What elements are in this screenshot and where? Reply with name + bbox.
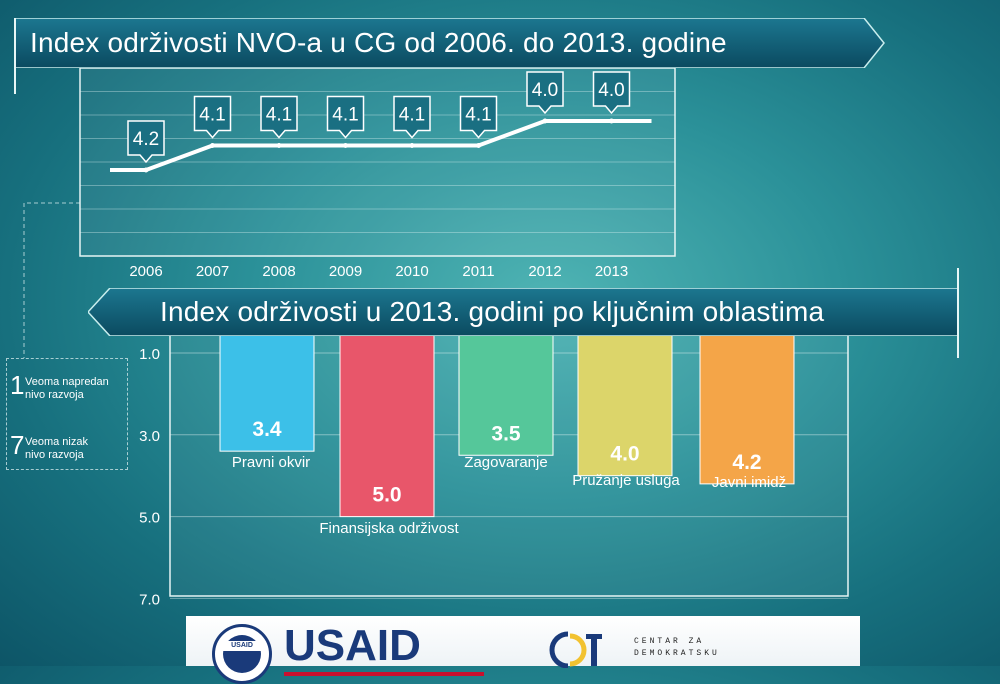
footer-logos: USAID USAID CENTAR ZA DEMOKRATSKU xyxy=(186,616,860,684)
line-chart: 4.24.1 4.1 4.1 4.1 4.14.0 4.0 2006 2007 2008 200… xyxy=(79,67,676,280)
legend-best-number: 1 xyxy=(10,370,25,400)
bar-chart-value-label: 3.4 xyxy=(252,418,282,441)
bar-chart-bar xyxy=(699,334,795,485)
bar-chart-category-label: Finansijska održivost xyxy=(319,520,459,537)
line-chart-x-tick: 2006 xyxy=(129,263,162,280)
line-chart-labels: 4.2 4.1 4.1 4.1 4.1 4.1 4.0 4.0 xyxy=(127,71,631,164)
line-chart-label-box xyxy=(592,71,631,115)
legend-worst-line1: Veoma nizak xyxy=(25,436,88,448)
line-chart-x-tick: 2009 xyxy=(329,263,362,280)
chart1-title: Index održivosti NVO-a u CG od 2006. do … xyxy=(30,27,727,58)
line-chart-point xyxy=(409,143,415,148)
line-chart-point xyxy=(343,143,348,148)
usaid-seal-logo: USAID xyxy=(212,624,272,684)
bar-chart-value-label: 5.0 xyxy=(372,484,401,507)
line-chart-label-box xyxy=(260,95,298,139)
line-chart-label-box xyxy=(459,95,498,139)
line-chart-point xyxy=(210,143,215,148)
legend-worst-line2: nivo razvoja xyxy=(25,449,84,461)
bar-chart-bar xyxy=(339,334,435,518)
line-chart-label-box xyxy=(526,71,564,115)
line-chart-point xyxy=(476,143,481,148)
line-chart-value-label: 4.1 xyxy=(266,105,292,126)
bar-chart-y-tick: 5.0 xyxy=(139,510,160,527)
bar-chart-y-tick: 3.0 xyxy=(139,428,160,445)
bar-chart: 3.4 Pravni okvir 5.0 Finansijska održivost 3… xyxy=(139,299,849,608)
line-chart-x-tick: 2012 xyxy=(528,263,561,280)
legend-best-line2: nivo razvoja xyxy=(25,389,84,401)
line-chart-x-tick: 2013 xyxy=(595,263,628,280)
bar-chart-y-tick: 7.0 xyxy=(139,591,160,608)
bar-chart-value-label: 4.2 xyxy=(732,451,761,474)
cdt-line1: CENTAR ZA xyxy=(634,637,705,646)
bar-chart-category-label: Pravni okvir xyxy=(232,454,310,471)
line-chart-label-box xyxy=(127,120,165,164)
chart2-title: Index održivosti u 2013. godini po ključ… xyxy=(160,296,825,327)
bar-chart-category-label: Pružanje usluga xyxy=(572,472,680,489)
bar-chart-bars xyxy=(219,334,795,518)
legend-worst-text: Veoma nizak nivo razvoja xyxy=(25,436,135,462)
usaid-wordmark: USAID xyxy=(284,621,421,670)
chart1-title-banner: Index održivosti NVO-a u CG od 2006. do … xyxy=(14,18,886,68)
line-chart-point xyxy=(276,143,282,148)
line-chart-value-label: 4.1 xyxy=(332,105,358,126)
chart2-title-banner: Index održivosti u 2013. godini po ključ… xyxy=(88,288,960,336)
line-chart-value-label: 4.0 xyxy=(532,80,558,101)
usaid-underline xyxy=(284,672,484,676)
bar-chart-bar xyxy=(577,334,673,477)
line-chart-series xyxy=(110,118,652,173)
line-chart-value-label: 4.0 xyxy=(598,80,624,101)
banner1-shape xyxy=(14,18,885,68)
banner2-right-edge xyxy=(957,268,959,358)
bar-chart-category-label: Javni imidž xyxy=(712,474,786,491)
line-chart-point xyxy=(542,118,548,124)
line-chart-value-label: 4.1 xyxy=(199,105,225,126)
bar-chart-value-label: 3.5 xyxy=(491,422,521,445)
line-chart-grid xyxy=(79,67,676,257)
line-chart-value-label: 4.2 xyxy=(133,129,159,150)
line-chart-point xyxy=(609,118,614,124)
legend-connector xyxy=(23,202,80,358)
line-chart-value-label: 4.1 xyxy=(399,105,425,126)
banner1-left-edge xyxy=(14,18,16,94)
bar-chart-y-ticks: 1.0 3.0 5.0 7.0 xyxy=(139,346,160,608)
legend-best-text: Veoma napredan nivo razvoja xyxy=(25,376,135,402)
line-chart-series-line xyxy=(110,119,652,172)
line-chart-label-box xyxy=(326,95,365,139)
bar-chart-bar xyxy=(219,334,315,452)
line-chart-frame xyxy=(79,67,676,257)
bar-chart-bar xyxy=(458,334,554,456)
line-chart-label-box xyxy=(393,95,431,139)
line-chart-label-box xyxy=(193,95,232,139)
line-chart-x-tick: 2008 xyxy=(262,263,295,280)
legend-worst-number: 7 xyxy=(10,430,25,460)
usaid-seal-text: USAID xyxy=(219,641,265,651)
legend-best-line1: Veoma napredan xyxy=(25,376,109,388)
cdt-logo xyxy=(549,631,602,668)
cdt-text: CENTAR ZA DEMOKRATSKU xyxy=(634,636,720,660)
cdt-line2: DEMOKRATSKU xyxy=(634,649,720,658)
bar-chart-labels: 3.4 Pravni okvir 5.0 Finansijska održivost 3… xyxy=(232,418,786,537)
line-chart-x-tick: 2007 xyxy=(196,263,229,280)
line-chart-x-tick: 2010 xyxy=(395,263,428,280)
line-chart-value-label: 4.1 xyxy=(465,105,491,126)
bar-chart-category-label: Zagovaranje xyxy=(464,454,547,471)
bar-chart-value-label: 4.0 xyxy=(610,443,639,466)
line-chart-x-tick: 2011 xyxy=(462,263,494,280)
banner2-shape xyxy=(88,288,959,336)
line-chart-x-ticks: 2006 2007 2008 2009 2010 2011 2012 2013 xyxy=(129,263,628,280)
scale-legend-box xyxy=(6,358,128,470)
line-chart-point xyxy=(143,167,149,173)
bar-chart-y-tick: 1.0 xyxy=(139,346,160,363)
